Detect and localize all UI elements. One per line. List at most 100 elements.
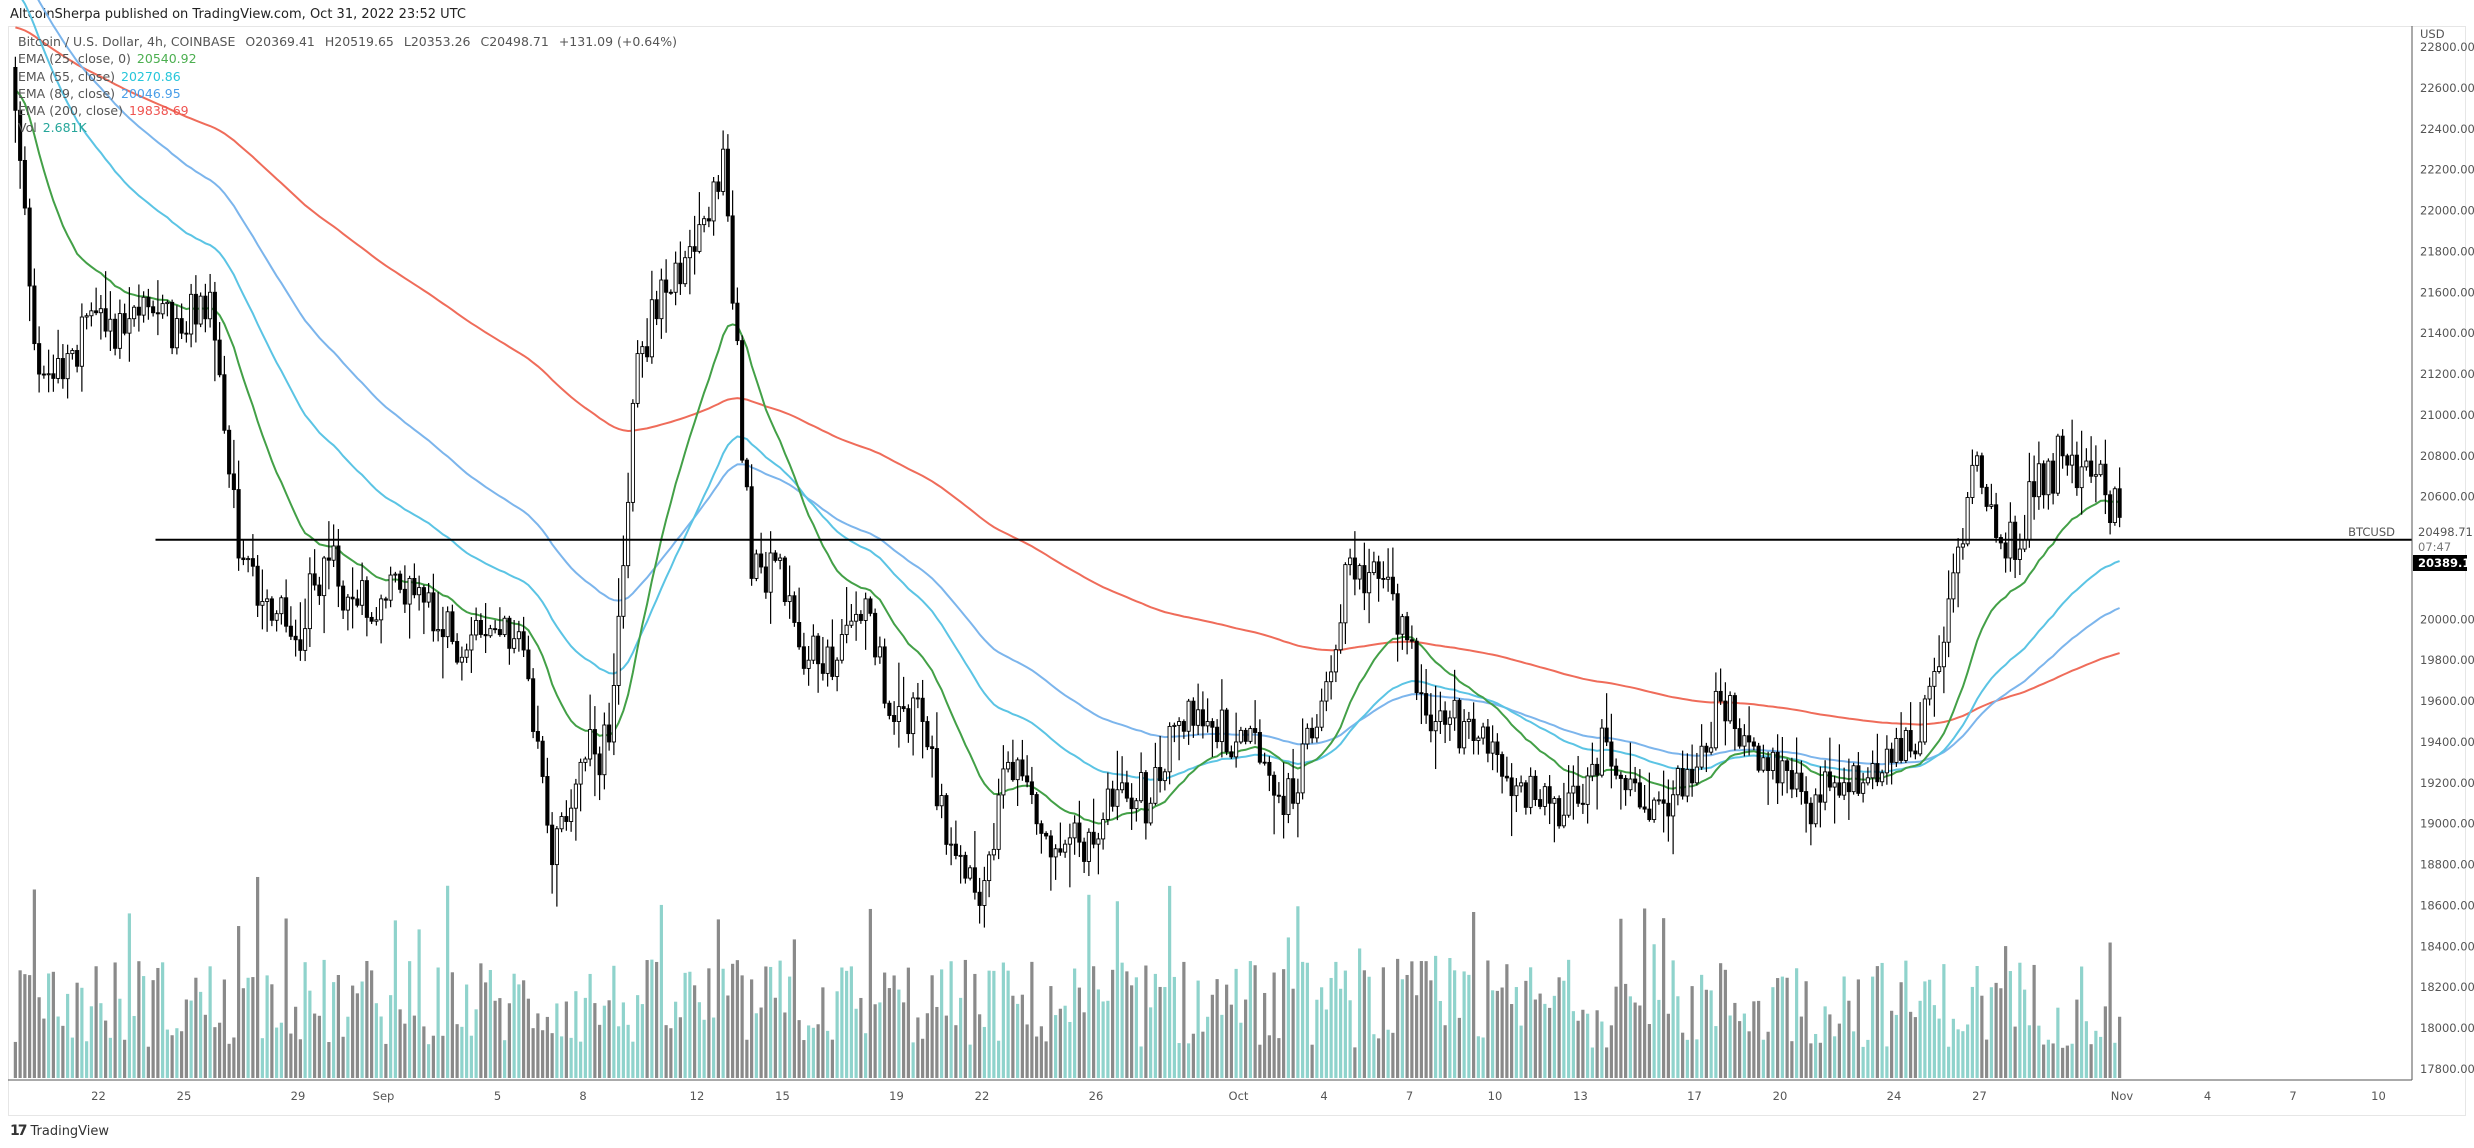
candle: [1732, 692, 1737, 751]
candle-body: [792, 595, 797, 623]
candle-body: [1371, 561, 1376, 574]
candle: [1048, 830, 1053, 891]
candle-body: [1395, 593, 1400, 635]
candle: [1215, 719, 1220, 749]
volume-bar: [1999, 988, 2003, 1078]
candle-body: [896, 706, 901, 722]
candle-body: [768, 552, 773, 593]
candle: [1314, 714, 1319, 743]
candle: [1538, 789, 1543, 810]
volume-bar: [1890, 1010, 1894, 1078]
volume-bar: [1101, 1001, 1105, 1078]
volume-bar: [541, 1030, 545, 1078]
price-axis[interactable]: 17800.00 18000.00 18200.00 18400.00 18600.00…: [2420, 40, 2474, 1076]
tradingview-logo[interactable]: 17 TradingView: [10, 1123, 109, 1139]
candle: [1490, 725, 1495, 771]
candle: [1680, 750, 1685, 800]
volume-bar: [2032, 964, 2036, 1078]
volume-bar: [1258, 1044, 1262, 1078]
candle: [84, 313, 89, 330]
volume-bar: [1956, 1029, 1960, 1078]
candle: [1528, 767, 1533, 815]
candle: [246, 555, 251, 573]
candle: [2093, 445, 2098, 503]
candle: [2084, 448, 2089, 471]
legend-ema55[interactable]: EMA (55, close) 20270.86: [18, 68, 677, 85]
candle: [573, 778, 578, 841]
volume-bar: [669, 1028, 673, 1078]
candle-body: [531, 678, 536, 732]
candle: [1851, 762, 1856, 795]
candle: [645, 318, 650, 362]
legend-ema89[interactable]: EMA (89, close) 20046.95: [18, 85, 677, 102]
volume-bar: [859, 997, 863, 1078]
volume-bar: [1866, 1039, 1870, 1078]
candle-body: [744, 459, 749, 488]
volume-bar: [845, 970, 849, 1078]
candle: [987, 851, 992, 898]
candle-body: [1295, 792, 1300, 804]
volume-bar: [1633, 1002, 1637, 1078]
volume-bar: [1581, 1009, 1585, 1078]
candle-body: [1153, 767, 1158, 804]
legend-volume[interactable]: Vol 2.681K: [18, 119, 677, 136]
candle-body: [1452, 699, 1457, 719]
candle-body: [1281, 795, 1286, 815]
candle: [1623, 775, 1628, 806]
candle: [1647, 772, 1652, 822]
candle: [2055, 433, 2060, 496]
candle-body: [1661, 799, 1666, 804]
candle-body: [1856, 765, 1861, 794]
candle: [1177, 717, 1182, 761]
volume-bar: [175, 1028, 179, 1078]
candle-body: [1842, 782, 1847, 796]
legend-ema200[interactable]: EMA (200, close) 19838.69: [18, 102, 677, 119]
candle: [450, 604, 455, 645]
candle-body: [141, 296, 146, 316]
candle-body: [1690, 768, 1695, 784]
volume-bar: [1904, 960, 1908, 1078]
volume-bar: [1818, 1042, 1822, 1078]
candle-body: [1319, 700, 1324, 728]
volume-bar: [1196, 980, 1200, 1078]
candle: [1770, 747, 1775, 780]
candle: [407, 575, 412, 639]
candle-body: [1424, 693, 1429, 716]
candle-body: [640, 346, 645, 355]
candle: [915, 682, 920, 709]
candle: [1884, 735, 1889, 785]
volume-bar: [1377, 1038, 1381, 1078]
volume-bar: [1339, 988, 1343, 1078]
time-axis[interactable]: 22 25 29 Sep 5 8 12 15 19 22 26 Oct 4 7 10 13 17 20 24 27 No…: [91, 1089, 2386, 1103]
candle-body: [455, 641, 460, 663]
candle-body: [288, 625, 293, 637]
candle-body: [360, 580, 365, 606]
volume-bar: [227, 1043, 231, 1078]
candle-body: [911, 697, 916, 735]
volume-bar: [374, 1003, 378, 1078]
candle: [892, 701, 897, 735]
candle-body: [1191, 700, 1196, 726]
volume-bar: [1163, 987, 1167, 1078]
candle-body: [51, 373, 56, 379]
candle: [816, 633, 821, 693]
volume-bar: [1263, 992, 1267, 1078]
volume-bar: [1814, 1033, 1818, 1078]
candle: [2098, 460, 2103, 477]
volume-bar: [550, 1033, 554, 1078]
candle-body: [692, 246, 697, 252]
candle: [2008, 502, 2013, 572]
volume-bar: [764, 966, 768, 1078]
candle-body: [1143, 772, 1148, 824]
volume-bar: [807, 1025, 811, 1078]
volume-bar: [740, 975, 744, 1078]
volume-bar: [23, 974, 27, 1078]
candle-body: [369, 616, 374, 622]
candle: [1975, 451, 1980, 472]
volume-bar: [1833, 1036, 1837, 1078]
legend-ema25[interactable]: EMA (25, close, 0) 20540.92: [18, 50, 677, 67]
candle: [607, 702, 612, 751]
legend-symbol-row[interactable]: Bitcoin / U.S. Dollar, 4h, COINBASE O203…: [18, 33, 677, 50]
candle-body: [212, 291, 217, 341]
